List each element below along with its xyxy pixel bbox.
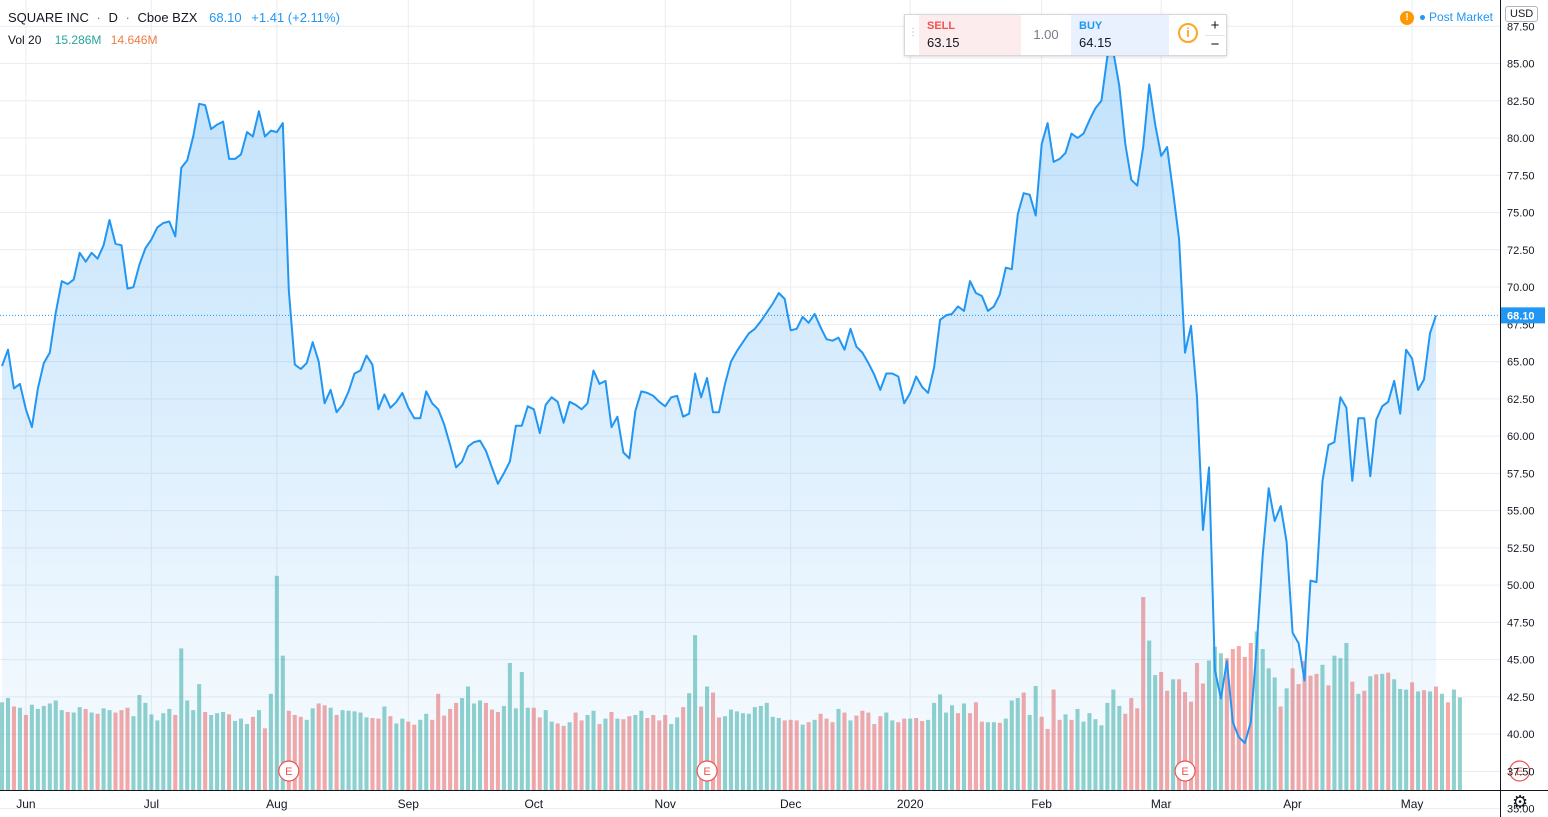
buy-button[interactable]: BUY 64.15 bbox=[1071, 15, 1169, 55]
volume-label: Vol 20 bbox=[8, 33, 42, 47]
y-tick-label: 82.50 bbox=[1507, 96, 1535, 108]
earnings-marker-label: E bbox=[1181, 766, 1188, 778]
y-tick-label: 65.00 bbox=[1507, 357, 1535, 369]
volume-value: 15.286M bbox=[54, 33, 102, 47]
x-tick-label: Nov bbox=[655, 797, 676, 811]
y-tick-label: 57.50 bbox=[1507, 468, 1535, 480]
y-tick-label: 40.00 bbox=[1507, 729, 1535, 741]
price-change: +1.41 (+2.11%) bbox=[251, 10, 340, 25]
volume-bar bbox=[1451, 689, 1456, 790]
info-icon[interactable]: i bbox=[1178, 23, 1198, 43]
y-tick-label: 52.50 bbox=[1507, 543, 1535, 555]
increase-quantity-button[interactable]: + bbox=[1210, 17, 1220, 34]
plot-area bbox=[0, 50, 1462, 790]
x-tick-label: Oct bbox=[524, 797, 543, 811]
x-tick-label: Apr bbox=[1283, 797, 1302, 811]
y-tick-label: 87.50 bbox=[1507, 21, 1535, 33]
x-tick-label: 2020 bbox=[897, 797, 924, 811]
last-price-label: 68.10 bbox=[1507, 310, 1535, 322]
quantity-input[interactable]: 1.00 bbox=[1033, 27, 1059, 42]
earnings-marker-circle bbox=[278, 760, 300, 782]
y-tick-label: 70.00 bbox=[1507, 282, 1535, 294]
y-tick-label: 35.00 bbox=[1507, 804, 1535, 816]
y-tick-label: 60.00 bbox=[1507, 431, 1535, 443]
y-tick-label: 80.00 bbox=[1507, 133, 1535, 145]
earnings-marker-label: E bbox=[703, 766, 710, 778]
settings-gear-icon[interactable]: ⚙ bbox=[1512, 792, 1529, 812]
symbol-legend: SQUARE INC · D · Cboe BZX 68.10 +1.41 (+… bbox=[8, 10, 340, 25]
symbol-name[interactable]: SQUARE INC bbox=[8, 10, 89, 25]
time-axis[interactable]: Jun Jul Aug Sep Oct Nov Dec 2020 Feb Mar Apr May bbox=[16, 797, 1423, 811]
buy-label: BUY bbox=[1079, 20, 1103, 32]
earnings-marker[interactable]: E bbox=[278, 760, 300, 782]
price-axis[interactable]: 35.00 37.50 40.00 42.50 45.00 47.50 50.00 52.50… bbox=[1507, 21, 1535, 815]
y-tick-label: 45.00 bbox=[1507, 655, 1535, 667]
post-market-status[interactable]: ! Post Market bbox=[1400, 10, 1493, 25]
volume-legend[interactable]: Vol 20 15.286M 14.646M bbox=[8, 33, 157, 47]
trading-panel: ⋮⋮ SELL 63.15 1.00 BUY 64.15 i + − bbox=[904, 14, 1227, 56]
earnings-marker[interactable]: E bbox=[1509, 760, 1531, 782]
earnings-marker-circle bbox=[1174, 760, 1196, 782]
y-tick-label: 85.00 bbox=[1507, 59, 1535, 71]
volume-bar bbox=[1242, 656, 1247, 790]
earnings-marker[interactable]: E bbox=[696, 760, 718, 782]
sell-button[interactable]: SELL 63.15 bbox=[919, 15, 1021, 55]
price-line bbox=[1, 50, 1437, 745]
y-tick-label: 77.50 bbox=[1507, 170, 1535, 182]
volume-bar bbox=[1457, 697, 1462, 790]
x-tick-label: Dec bbox=[780, 797, 801, 811]
x-tick-label: Feb bbox=[1031, 797, 1052, 811]
earnings-marker-label: E bbox=[285, 766, 292, 778]
currency-badge[interactable]: USD bbox=[1505, 6, 1539, 22]
y-tick-label: 47.50 bbox=[1507, 617, 1535, 629]
volume-bar bbox=[1439, 693, 1445, 790]
buy-price: 64.15 bbox=[1079, 35, 1112, 50]
y-tick-label: 75.00 bbox=[1507, 208, 1535, 220]
exchange-label: Cboe BZX bbox=[137, 10, 198, 25]
earnings-marker-circle bbox=[696, 760, 718, 782]
y-tick-label: 62.50 bbox=[1507, 394, 1535, 406]
x-tick-label: Sep bbox=[398, 797, 420, 811]
earnings-marker[interactable]: E bbox=[1174, 760, 1196, 782]
volume-ma-value: 14.646M bbox=[110, 33, 158, 47]
drag-handle-icon[interactable]: ⋮⋮ bbox=[908, 27, 927, 38]
price-area-fill bbox=[2, 51, 1436, 790]
x-tick-label: Aug bbox=[266, 797, 287, 811]
decrease-quantity-button[interactable]: − bbox=[1205, 35, 1225, 54]
y-tick-label: 72.50 bbox=[1507, 245, 1535, 257]
earnings-marker-label: E bbox=[1516, 766, 1523, 778]
y-tick-label: 50.00 bbox=[1507, 580, 1535, 592]
sell-price: 63.15 bbox=[927, 35, 960, 50]
x-tick-label: Jul bbox=[144, 797, 159, 811]
separator: · bbox=[125, 10, 130, 25]
y-tick-label: 55.00 bbox=[1507, 506, 1535, 518]
earnings-marker-circle bbox=[1509, 760, 1531, 782]
x-tick-label: Mar bbox=[1151, 797, 1172, 811]
volume-bar bbox=[1445, 702, 1450, 790]
sell-label: SELL bbox=[927, 20, 956, 32]
volume-bar bbox=[1236, 646, 1241, 790]
x-tick-label: Jun bbox=[16, 797, 35, 811]
post-market-label: Post Market bbox=[1429, 10, 1494, 24]
last-price-label-bg bbox=[1501, 307, 1545, 324]
separator: · bbox=[96, 10, 101, 25]
x-tick-label: May bbox=[1401, 797, 1424, 811]
y-tick-label: 42.50 bbox=[1507, 692, 1535, 704]
y-tick-label: 37.50 bbox=[1507, 766, 1535, 778]
last-price: 68.10 bbox=[209, 10, 242, 25]
interval-label[interactable]: D bbox=[108, 10, 118, 25]
warning-icon[interactable]: ! bbox=[1400, 10, 1414, 25]
status-dot-icon bbox=[1420, 15, 1425, 21]
